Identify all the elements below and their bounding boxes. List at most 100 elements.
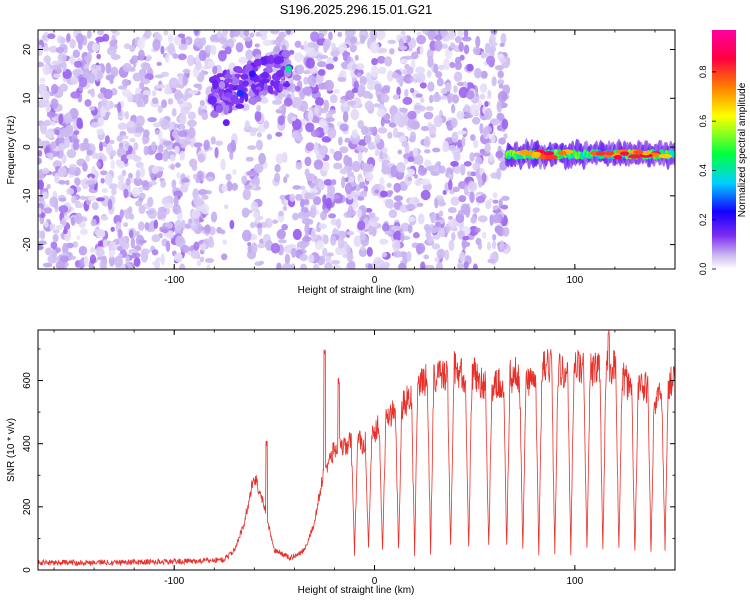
spectrogram-noise-cell	[276, 229, 286, 240]
spectrogram-noise-cell	[480, 70, 488, 79]
spectrogram-noise-cell	[485, 55, 496, 66]
spectrogram-noise-cell	[219, 229, 226, 235]
spectrogram-noise-cell	[160, 253, 165, 266]
spectrogram-noise-cell	[494, 64, 504, 71]
spectrogram-noise-cell	[180, 106, 190, 115]
spectrogram-noise-cell	[356, 208, 362, 219]
spectrogram-noise-cell	[463, 160, 472, 167]
spectrogram-noise-cell	[81, 142, 91, 150]
spectrogram-noise-cell	[426, 69, 432, 78]
spectrogram-noise-cell	[401, 141, 409, 148]
spectrogram-noise-cell	[59, 127, 69, 137]
spectrogram-noise-cell	[383, 119, 391, 124]
spectrogram-noise-cell	[173, 92, 184, 100]
spectrogram-ridge-peak	[544, 154, 559, 160]
spectrogram-noise-cell	[490, 134, 496, 144]
spectrogram-noise-cell	[447, 94, 452, 104]
spectrogram-noise-cell	[42, 262, 53, 268]
spectrogram-noise-cell	[151, 234, 161, 243]
spectrogram-noise-cell	[329, 148, 335, 154]
spectrogram-noise-cell	[105, 62, 112, 74]
spectrogram-noise-cell	[448, 144, 457, 151]
spectrogram-noise-cell	[387, 131, 393, 139]
spectrogram-noise-cell	[87, 173, 96, 180]
spectrogram-noise-cell	[132, 155, 142, 162]
spectrogram-noise-cell	[496, 227, 506, 237]
spectrogram-noise-cell	[225, 173, 232, 181]
spectrogram-noise-cell	[325, 63, 335, 70]
snr-x-tick-label: 0	[372, 576, 378, 587]
spectrogram-noise-cell	[108, 183, 118, 190]
spectrogram-noise-cell	[135, 115, 145, 127]
spectrogram-noise-cell	[439, 201, 447, 206]
spectrogram-noise-cell	[433, 63, 439, 74]
spectrogram-noise-cell	[179, 113, 187, 126]
spectrogram-noise-cell	[407, 66, 414, 75]
spectrogram-noise-cell	[302, 70, 311, 75]
spectrogram-noise-cell	[382, 261, 391, 268]
spectrogram-noise-cell	[346, 171, 354, 177]
spectrogram-noise-cell	[383, 114, 391, 121]
spectrogram-noise-cell	[416, 73, 426, 84]
spectrogram-noise-cell	[275, 131, 283, 137]
spectrogram-noise-cell	[251, 179, 260, 185]
spectrogram-noise-cell	[58, 179, 66, 185]
spectrogram-noise-cell	[167, 98, 174, 105]
spectrogram-noise-cell	[177, 209, 182, 214]
spectrogram-signal-cell	[253, 58, 263, 67]
spectrogram-noise-cell	[370, 65, 379, 78]
spectrogram-noise-cell	[46, 183, 51, 190]
spectrogram-noise-cell	[387, 39, 397, 45]
spectrogram-noise-cell	[215, 140, 224, 146]
spectrogram-noise-cell	[150, 171, 155, 181]
spectrogram-noise-cell	[430, 266, 435, 269]
spectrogram-noise-cell	[274, 164, 281, 173]
spectrogram-noise-cell	[313, 105, 319, 116]
spectrogram-noise-cell	[173, 35, 183, 46]
spectrogram-noise-cell	[39, 77, 46, 84]
spectrogram-noise-cell	[397, 149, 403, 155]
spectrogram-ridge-peak	[604, 150, 615, 156]
spectrogram-noise-cell	[57, 166, 67, 178]
spectrogram-noise-cell	[361, 125, 369, 136]
spectrogram-noise-cell	[336, 218, 342, 229]
spectrogram-noise-cell	[56, 67, 62, 74]
spectrogram-noise-cell	[393, 112, 401, 125]
spectrogram-noise-cell	[489, 47, 495, 59]
spectrogram-noise-cell	[101, 188, 108, 194]
spectrogram-noise-cell	[407, 176, 412, 182]
spectrogram-noise-cell	[452, 94, 460, 104]
spectrogram-noise-cell	[337, 230, 348, 239]
spectrogram-noise-cell	[466, 170, 472, 177]
spectrogram-noise-cell	[79, 195, 87, 200]
spectrogram-noise-cell	[409, 87, 415, 94]
spectrogram-noise-cell	[158, 144, 164, 154]
spectrogram-noise-cell	[441, 95, 448, 100]
spectrogram-noise-cell	[100, 99, 108, 108]
spectrogram-noise-cell	[442, 189, 447, 195]
snr-y-tick-label: 600	[22, 372, 33, 389]
spectrogram-noise-cell	[129, 137, 136, 143]
spectrogram-y-tick-label: -20	[22, 237, 33, 252]
spectrogram-noise-cell	[308, 192, 316, 200]
spectrogram-noise-cell	[160, 45, 165, 55]
spectrogram-noise-cell	[129, 229, 134, 239]
spectrogram-noise-cell	[333, 150, 343, 161]
spectrogram-noise-cell	[119, 209, 124, 220]
spectrogram-noise-cell	[374, 83, 382, 92]
spectrogram-noise-cell	[197, 83, 203, 91]
spectrogram-noise-cell	[466, 63, 474, 72]
spectrogram-noise-cell	[447, 219, 457, 227]
spectrogram-noise-cell	[472, 207, 479, 214]
spectrogram-noise-cell	[405, 203, 416, 211]
spectrogram-noise-cell	[415, 93, 423, 98]
spectrogram-noise-cell	[363, 217, 369, 226]
spectrogram-noise-cell	[250, 242, 258, 254]
spectrogram-noise-cell	[477, 242, 483, 250]
spectrogram-noise-cell	[101, 262, 107, 269]
spectrogram-noise-cell	[321, 136, 332, 143]
spectrogram-noise-cell	[315, 266, 321, 269]
spectrogram-noise-cell	[38, 61, 45, 68]
spectrogram-ridge-peak	[543, 151, 555, 156]
spectrogram-noise-cell	[254, 110, 262, 122]
